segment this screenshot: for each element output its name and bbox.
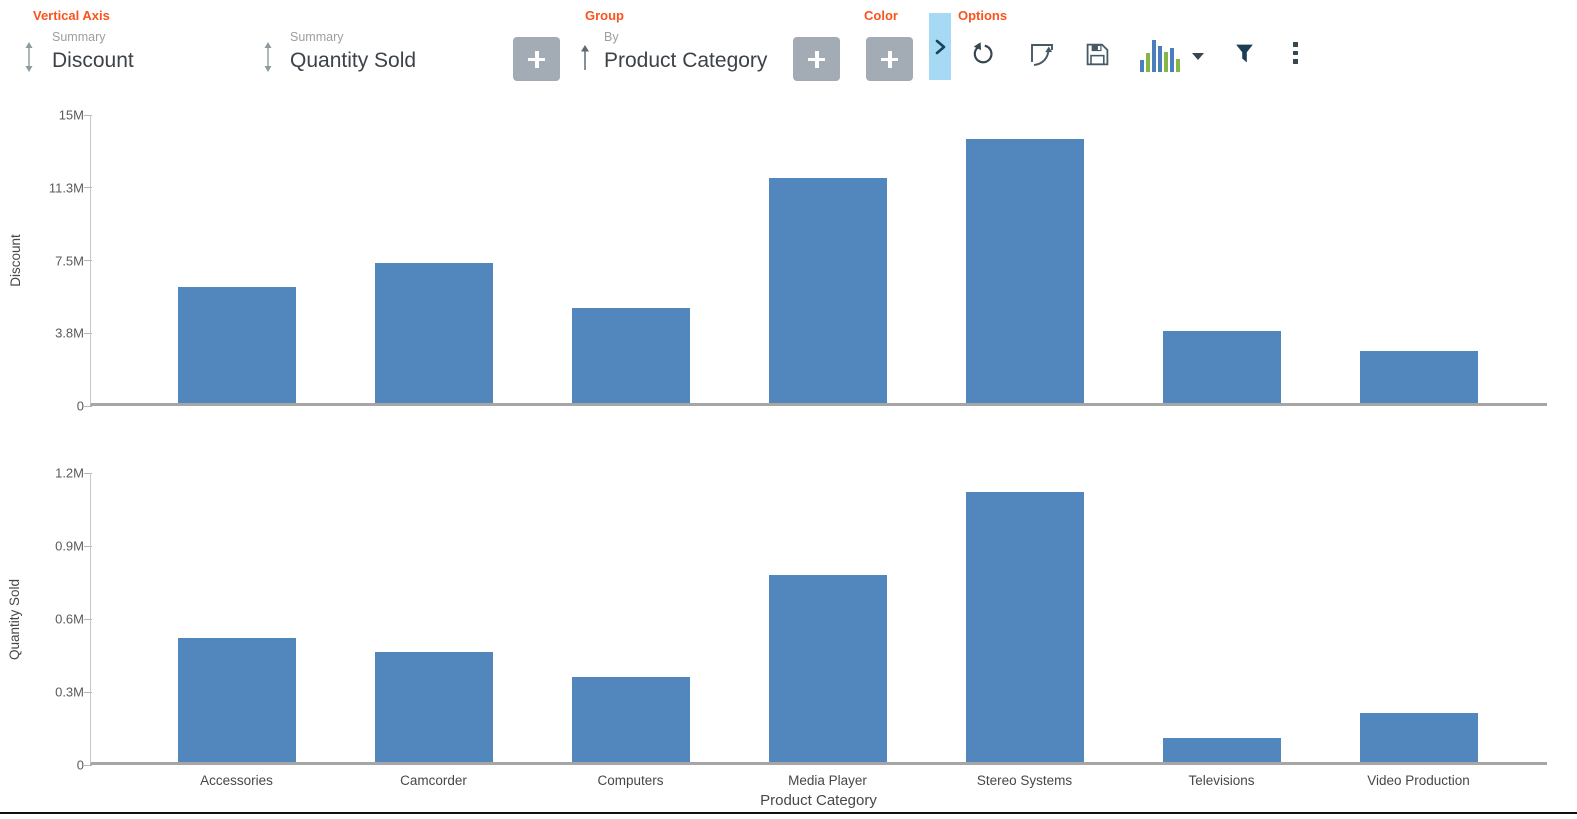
- x-category-label: Accessories: [200, 773, 273, 788]
- y-tick-label: 7.5M: [55, 253, 84, 268]
- y-tick-label: 0.9M: [55, 538, 84, 554]
- y-tick-mark: [84, 405, 92, 407]
- bar-slot: [926, 115, 1123, 403]
- sort-up-icon[interactable]: [579, 45, 591, 71]
- bar-slot: [1123, 473, 1320, 762]
- vertical-axis-section-label: Vertical Axis: [33, 8, 110, 23]
- bar-stereo-systems[interactable]: [965, 139, 1084, 403]
- y-axis-title: Discount: [2, 115, 28, 406]
- add-group-button[interactable]: [793, 37, 840, 81]
- bar-televisions[interactable]: [1162, 738, 1281, 762]
- bar-slot: [336, 473, 533, 762]
- plus-icon: [528, 50, 545, 68]
- plot-area: [90, 473, 1547, 765]
- y-tick-mark: [84, 114, 92, 116]
- y-tick-mark: [84, 472, 92, 474]
- y-tick-label: 0: [76, 398, 84, 414]
- bar-camcorder[interactable]: [375, 263, 494, 403]
- x-category-label: Computers: [597, 773, 664, 788]
- y-axis-title-text: Quantity Sold: [7, 578, 23, 660]
- bar-slot: [139, 115, 336, 403]
- product-category-field[interactable]: Product Category: [604, 49, 768, 72]
- bar-stereo-systems[interactable]: [965, 492, 1084, 762]
- color-section-label: Color: [864, 8, 898, 23]
- bar-televisions[interactable]: [1162, 331, 1281, 403]
- bar-slot: [1320, 115, 1517, 403]
- plus-icon: [881, 50, 898, 68]
- options-expander[interactable]: [929, 13, 951, 80]
- x-category-labels: Accessories Camcorder Computers Media Playe…: [90, 773, 1547, 788]
- options-section-label: Options: [958, 8, 1008, 23]
- x-category-label: Televisions: [1188, 773, 1255, 788]
- save-icon[interactable]: [1084, 41, 1111, 68]
- y-axis-title-text: Discount: [7, 234, 23, 287]
- x-category-label: Camcorder: [400, 773, 467, 788]
- bar-video-production[interactable]: [1359, 713, 1478, 762]
- plus-icon: [808, 50, 825, 68]
- discount-field[interactable]: Discount: [52, 49, 134, 72]
- chevron-right-icon: [935, 39, 946, 54]
- bar-computers[interactable]: [572, 677, 691, 762]
- y-tick-label: 3.8M: [55, 325, 84, 341]
- y-tick-label: 15M: [58, 107, 84, 123]
- add-color-button[interactable]: [866, 37, 913, 81]
- y-tick-mark: [84, 764, 92, 766]
- x-axis-title: Product Category: [760, 792, 877, 809]
- reorder-updown-icon[interactable]: [263, 42, 273, 72]
- y-tick-mark: [84, 260, 92, 261]
- bar-slot: [730, 115, 927, 403]
- bar-computers[interactable]: [572, 308, 691, 403]
- bar-slot: [533, 473, 730, 762]
- quantity-sold-field-role: Summary: [290, 30, 344, 44]
- bar-slot: [926, 473, 1123, 762]
- filter-icon[interactable]: [1233, 42, 1256, 65]
- bar-series: [91, 473, 1547, 762]
- bar-media-player[interactable]: [769, 575, 887, 762]
- bar-slot: [336, 115, 533, 403]
- y-tick-label: 11.3M: [48, 180, 84, 196]
- discount-field-role: Summary: [52, 30, 106, 44]
- y-tick-label: 1.2M: [55, 465, 84, 481]
- bar-accessories[interactable]: [178, 287, 297, 403]
- quantity-sold-bar-chart: Quantity Sold 0 0.3M 0.6M 0.9M 1.2M Accessorie…: [0, 466, 1577, 809]
- bar-video-production[interactable]: [1359, 351, 1478, 403]
- y-tick-mark: [84, 618, 92, 620]
- discount-bar-chart: Discount 0 3.8M 7.5M 11.3M 15M: [0, 108, 1577, 414]
- corner-arrow-icon[interactable]: [1028, 40, 1056, 68]
- y-tick-label: 0.3M: [55, 684, 84, 700]
- group-section-label: Group: [585, 8, 624, 23]
- y-tick-mark: [84, 545, 92, 547]
- x-category-label: Media Player: [788, 773, 867, 788]
- x-category-label: Stereo Systems: [976, 773, 1073, 788]
- y-tick-mark: [84, 332, 92, 334]
- bar-media-player[interactable]: [769, 178, 887, 403]
- bar-slot: [730, 473, 927, 762]
- window-bottom-edge: [0, 812, 1577, 814]
- chart-type-caret-icon[interactable]: [1192, 53, 1204, 60]
- undo-icon[interactable]: [970, 42, 995, 67]
- bar-slot: [533, 115, 730, 403]
- y-tick-mark: [84, 187, 92, 189]
- add-measure-button[interactable]: [513, 37, 560, 81]
- y-tick-mark: [84, 691, 92, 693]
- y-axis-title: Quantity Sold: [2, 473, 28, 765]
- bar-slot: [1320, 473, 1517, 762]
- plot-area: [90, 115, 1547, 406]
- y-tick-label: 0.6M: [55, 611, 84, 627]
- product-category-field-role: By: [604, 30, 619, 44]
- y-tick-label: 0: [76, 757, 84, 773]
- bar-slot: [1123, 115, 1320, 403]
- x-category-label: Video Production: [1367, 773, 1470, 788]
- chart-type-icon[interactable]: [1140, 40, 1180, 72]
- reorder-updown-icon[interactable]: [24, 42, 34, 72]
- bar-accessories[interactable]: [178, 638, 297, 762]
- bar-slot: [139, 473, 336, 762]
- bar-camcorder[interactable]: [375, 652, 494, 762]
- bar-series: [91, 115, 1547, 403]
- more-options-icon[interactable]: [1293, 42, 1298, 64]
- quantity-sold-field[interactable]: Quantity Sold: [290, 49, 417, 72]
